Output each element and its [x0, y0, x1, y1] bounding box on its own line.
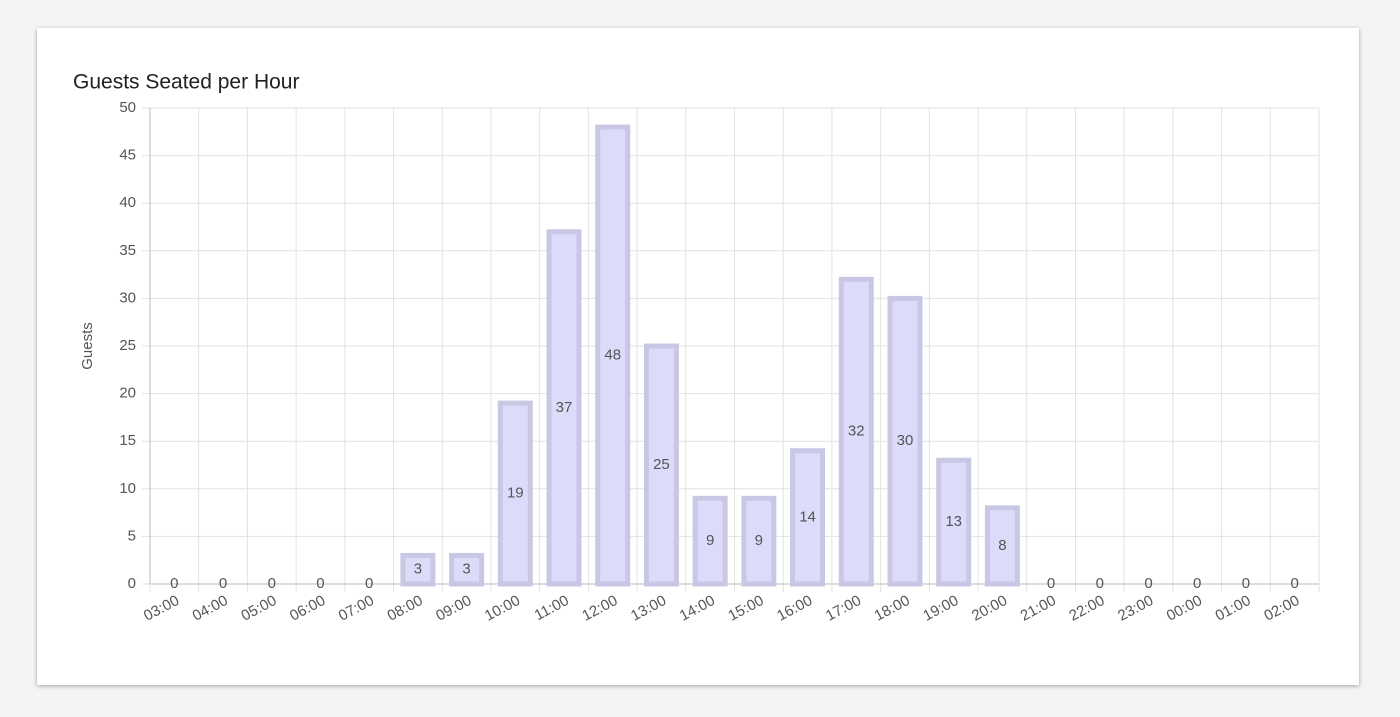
- x-tick-label: 07:00: [336, 592, 377, 625]
- bar: [595, 124, 631, 587]
- x-tick-label: 05:00: [238, 592, 279, 625]
- data-label: 48: [604, 346, 621, 363]
- data-label: 0: [219, 575, 227, 592]
- x-tick-label: 19:00: [920, 592, 961, 625]
- x-tick-label: 23:00: [1115, 592, 1156, 625]
- data-label: 8: [998, 537, 1006, 554]
- y-axis-label: Guests: [79, 322, 96, 370]
- data-label: 37: [556, 399, 573, 416]
- y-tick-label: 0: [128, 575, 136, 592]
- y-tick-label: 5: [128, 527, 136, 544]
- bar: [643, 343, 679, 587]
- y-tick-label: 15: [119, 432, 136, 449]
- x-tick-label: 12:00: [579, 592, 620, 625]
- data-label: 0: [268, 575, 276, 592]
- y-tick-label: 40: [119, 194, 136, 211]
- data-label: 0: [170, 575, 178, 592]
- data-label: 0: [1096, 575, 1104, 592]
- y-tick-label: 20: [119, 385, 136, 402]
- x-tick-label: 04:00: [190, 592, 231, 625]
- bar: [838, 276, 874, 587]
- data-label: 14: [799, 508, 816, 525]
- x-tick-label: 02:00: [1261, 592, 1302, 625]
- data-label: 0: [1242, 575, 1250, 592]
- bar: [984, 505, 1020, 587]
- x-tick-label: 22:00: [1066, 592, 1107, 625]
- data-label: 0: [1290, 575, 1298, 592]
- x-tick-label: 13:00: [628, 592, 669, 625]
- x-tick-label: 20:00: [969, 592, 1010, 625]
- bar: [790, 448, 826, 587]
- bar: [400, 552, 436, 587]
- bar: [936, 457, 972, 587]
- x-tick-label: 06:00: [287, 592, 328, 625]
- x-tick-label: 16:00: [774, 592, 815, 625]
- data-label: 25: [653, 456, 670, 473]
- bar: [887, 295, 923, 587]
- data-label: 19: [507, 485, 524, 502]
- data-label: 30: [897, 432, 914, 449]
- data-label: 0: [1047, 575, 1055, 592]
- x-tick-label: 10:00: [482, 592, 523, 625]
- data-label: 0: [1144, 575, 1152, 592]
- data-label: 0: [316, 575, 324, 592]
- data-label: 9: [755, 532, 763, 549]
- data-label: 3: [414, 561, 422, 578]
- y-tick-label: 30: [119, 289, 136, 306]
- y-tick-label: 50: [119, 99, 136, 116]
- bar: [741, 495, 777, 587]
- x-tick-label: 11:00: [532, 592, 572, 624]
- y-tick-label: 10: [119, 480, 136, 497]
- bar: [497, 400, 533, 587]
- x-tick-label: 01:00: [1213, 592, 1254, 625]
- data-label: 0: [365, 575, 373, 592]
- bar: [546, 229, 582, 587]
- y-tick-label: 45: [119, 147, 136, 164]
- x-tick-label: 14:00: [677, 592, 718, 625]
- data-label: 13: [945, 513, 962, 530]
- x-tick-label: 00:00: [1164, 592, 1205, 625]
- data-label: 9: [706, 532, 714, 549]
- bar: [449, 552, 485, 587]
- y-tick-label: 25: [119, 337, 136, 354]
- x-tick-label: 18:00: [872, 592, 913, 625]
- x-tick-label: 03:00: [141, 592, 182, 625]
- y-tick-label: 35: [119, 242, 136, 259]
- data-label: 0: [1193, 575, 1201, 592]
- data-label: 32: [848, 423, 865, 440]
- x-tick-label: 08:00: [385, 592, 426, 625]
- x-tick-label: 09:00: [433, 592, 474, 625]
- x-tick-label: 15:00: [725, 592, 766, 625]
- bar: [692, 495, 728, 587]
- chart-title: Guests Seated per Hour: [73, 71, 299, 94]
- x-tick-label: 21:00: [1018, 592, 1059, 625]
- x-tick-label: 17:00: [823, 592, 864, 625]
- data-label: 3: [462, 561, 470, 578]
